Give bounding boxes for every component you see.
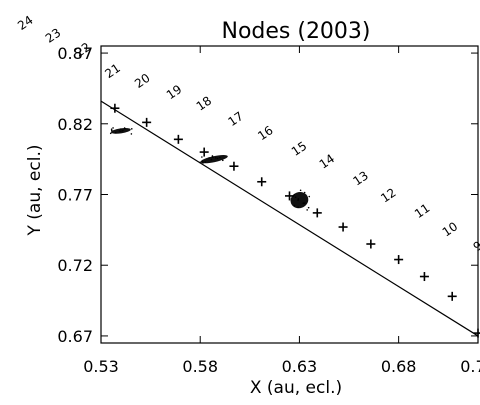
plus-marker bbox=[142, 117, 152, 127]
x-tick-label: 0.72 bbox=[460, 357, 480, 376]
day-label: 13 bbox=[350, 168, 370, 188]
day-label: 9 bbox=[471, 238, 480, 254]
y-tick-label: 0.67 bbox=[57, 327, 93, 346]
x-tick-label: 0.63 bbox=[282, 357, 318, 376]
day-label: 20 bbox=[132, 71, 152, 91]
plus-marker bbox=[419, 272, 429, 282]
y-axis-label: Y (au, ecl.) bbox=[25, 145, 45, 237]
day-label: 18 bbox=[194, 93, 214, 113]
x-axis-label: X (au, ecl.) bbox=[250, 378, 342, 398]
x-tick-label: 0.58 bbox=[182, 357, 218, 376]
plus-marker bbox=[229, 161, 239, 171]
x-tick-label: 0.68 bbox=[381, 357, 417, 376]
day-label: 24 bbox=[15, 13, 35, 33]
y-tick-label: 0.77 bbox=[57, 186, 93, 205]
x-tick-label: 0.53 bbox=[83, 357, 119, 376]
plus-marker bbox=[285, 191, 294, 201]
plus-marker bbox=[338, 222, 348, 232]
day-label: 16 bbox=[255, 123, 275, 143]
plus-marker bbox=[447, 291, 457, 301]
day-label: 21 bbox=[102, 61, 122, 81]
plus-marker bbox=[257, 177, 267, 187]
y-tick-label: 0.82 bbox=[57, 115, 93, 134]
node-cluster bbox=[288, 189, 311, 211]
day-label: 19 bbox=[164, 82, 184, 102]
node-cluster bbox=[109, 127, 133, 135]
chart-title: Nodes (2003) bbox=[221, 19, 370, 44]
day-label: 11 bbox=[412, 201, 432, 221]
orbit-line bbox=[100, 100, 479, 337]
day-label: 14 bbox=[317, 151, 337, 171]
plus-marker bbox=[199, 147, 209, 157]
plus-marker bbox=[394, 255, 404, 265]
plus-marker bbox=[473, 328, 480, 338]
day-label: 17 bbox=[225, 109, 245, 129]
day-label: 15 bbox=[289, 139, 309, 159]
day-label: 12 bbox=[378, 185, 398, 205]
plus-marker bbox=[110, 103, 120, 113]
day-label: 23 bbox=[43, 26, 63, 46]
plus-marker bbox=[312, 208, 322, 218]
y-tick-label: 0.72 bbox=[57, 256, 93, 275]
day-label: 10 bbox=[440, 219, 460, 239]
plus-marker bbox=[173, 134, 183, 144]
node-cluster bbox=[199, 155, 228, 164]
y-tick-label: 0.87 bbox=[57, 44, 93, 63]
day-label: 2 bbox=[0, 6, 1, 22]
plus-marker bbox=[366, 239, 376, 249]
